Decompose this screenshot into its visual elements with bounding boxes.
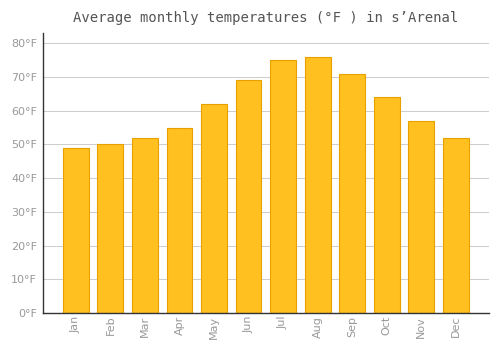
Bar: [408, 121, 434, 313]
Bar: [339, 74, 365, 313]
Bar: [442, 138, 468, 313]
Bar: [132, 138, 158, 313]
Bar: [236, 80, 262, 313]
Bar: [304, 57, 330, 313]
Title: Average monthly temperatures (°F ) in s’Arenal: Average monthly temperatures (°F ) in s’…: [73, 11, 458, 25]
Bar: [166, 128, 192, 313]
Bar: [98, 145, 124, 313]
Bar: [63, 148, 89, 313]
Bar: [270, 60, 296, 313]
Bar: [374, 97, 400, 313]
Bar: [201, 104, 227, 313]
